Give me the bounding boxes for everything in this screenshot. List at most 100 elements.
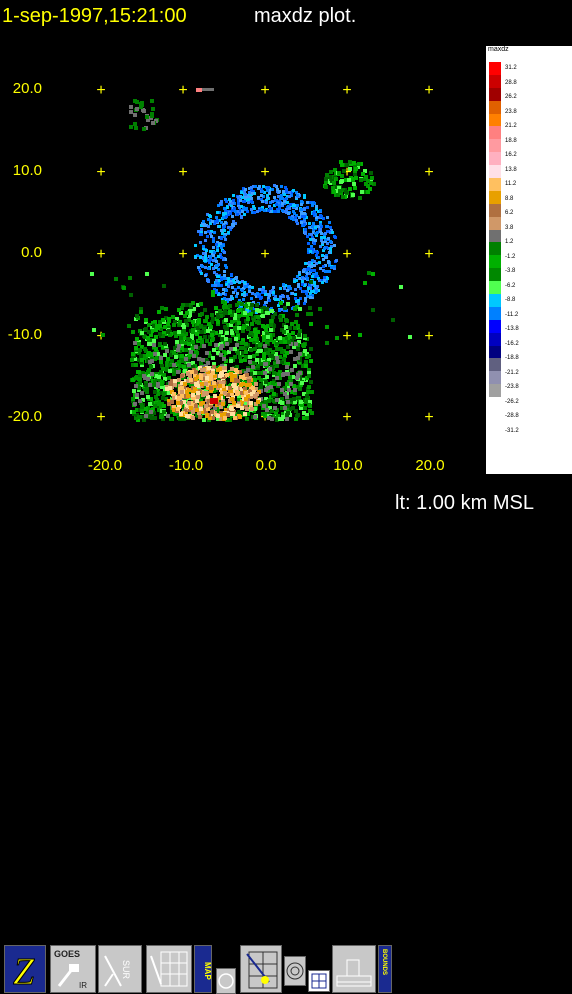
echo-pixel — [177, 378, 181, 382]
echo-pixel — [327, 260, 330, 263]
echo-pixel — [201, 222, 204, 225]
echo-pixel — [287, 388, 291, 392]
echo-pixel — [209, 386, 213, 390]
echo-pixel — [229, 359, 233, 363]
z-button[interactable]: Z — [4, 945, 46, 993]
echo-pixel — [295, 219, 298, 222]
echo-pixel — [160, 382, 164, 386]
echo-pixel — [210, 230, 213, 233]
echo-pixel — [293, 278, 296, 281]
echo-pixel — [213, 406, 217, 410]
echo-pixel — [204, 410, 208, 414]
bounds-button[interactable]: BOUNDS — [378, 945, 392, 993]
map-button[interactable]: MAP — [194, 945, 212, 993]
echo-pixel — [223, 270, 226, 273]
echo-pixel — [194, 382, 198, 386]
echo-pixel — [326, 216, 329, 219]
echo-pixel — [198, 336, 202, 340]
echo-pixel — [150, 416, 154, 420]
echo-pixel — [371, 308, 375, 312]
echo-pixel — [149, 365, 153, 369]
echo-pixel — [325, 256, 328, 259]
echo-pixel — [263, 304, 266, 307]
echo-pixel — [216, 414, 220, 418]
echo-pixel — [253, 328, 257, 332]
echo-pixel — [150, 353, 154, 357]
echo-pixel — [242, 206, 245, 209]
echo-pixel — [264, 397, 268, 401]
echo-pixel — [296, 194, 299, 197]
echo-pixel — [146, 395, 150, 399]
legend-label: -28.8 — [505, 413, 519, 419]
echo-pixel — [325, 173, 329, 177]
echo-pixel — [130, 358, 134, 362]
echo-pixel — [369, 171, 373, 175]
echo-pixel — [207, 267, 210, 270]
echo-pixel — [220, 284, 223, 287]
echo-pixel — [275, 398, 279, 402]
echo-pixel — [289, 287, 292, 290]
echo-pixel — [241, 210, 244, 213]
echo-pixel — [252, 185, 255, 188]
echo-pixel — [274, 411, 278, 415]
echo-pixel — [164, 397, 168, 401]
echo-pixel — [308, 400, 312, 404]
echo-pixel — [273, 406, 277, 410]
echo-pixel — [230, 280, 233, 283]
legend-label: 3.8 — [505, 224, 514, 231]
echo-pixel — [258, 288, 261, 291]
echo-pixel — [231, 215, 234, 218]
echo-pixel — [308, 306, 312, 310]
echo-pixel — [179, 401, 183, 405]
legend-swatch — [489, 152, 501, 166]
echo-pixel — [293, 204, 296, 207]
echo-pixel — [138, 399, 142, 403]
echo-pixel — [324, 270, 327, 273]
echo-pixel — [243, 291, 246, 294]
small-grid-button[interactable] — [308, 970, 330, 992]
echo-pixel — [255, 352, 259, 356]
echo-pixel — [180, 374, 184, 378]
echo-pixel — [262, 334, 266, 338]
echo-pixel — [205, 351, 209, 355]
terrain-button[interactable] — [332, 945, 376, 993]
echo-pixel — [311, 259, 314, 262]
echo-pixel — [240, 205, 243, 208]
echo-pixel — [270, 388, 274, 392]
echo-pixel — [249, 348, 253, 352]
echo-pixel — [298, 329, 302, 333]
echo-pixel — [251, 286, 254, 289]
echo-pixel — [270, 409, 274, 413]
radar-plot[interactable]: +++++++++++++++++++++++++ — [0, 0, 486, 472]
range-button[interactable] — [240, 945, 282, 993]
legend-swatch — [489, 371, 501, 385]
echo-pixel — [226, 393, 230, 397]
echo-pixel — [266, 189, 269, 192]
echo-pixel — [196, 391, 200, 395]
legend-swatch — [489, 332, 501, 346]
rings-button[interactable] — [284, 956, 306, 986]
echo-pixel — [153, 404, 157, 408]
echo-pixel — [155, 324, 159, 328]
echo-pixel — [193, 374, 197, 378]
echo-pixel — [308, 222, 311, 225]
echo-pixel — [227, 350, 231, 354]
echo-pixel — [173, 379, 177, 383]
echo-pixel — [230, 226, 233, 229]
echo-pixel — [289, 203, 292, 206]
terrain-icon — [336, 959, 372, 987]
echo-pixel — [317, 225, 320, 228]
goes-ir-button[interactable]: GOES IR — [50, 945, 96, 993]
grid-button[interactable] — [146, 945, 192, 993]
echo-pixel — [335, 336, 339, 340]
echo-pixel — [187, 318, 191, 322]
sur-button[interactable]: SUR — [98, 945, 142, 993]
echo-pixel — [306, 272, 309, 275]
circle-button[interactable] — [216, 968, 236, 994]
echo-pixel — [265, 307, 269, 311]
echo-pixel — [221, 399, 225, 403]
echo-pixel — [147, 330, 151, 334]
echo-pixel — [281, 204, 284, 207]
echo-pixel — [199, 256, 202, 259]
legend-swatch — [489, 345, 501, 359]
